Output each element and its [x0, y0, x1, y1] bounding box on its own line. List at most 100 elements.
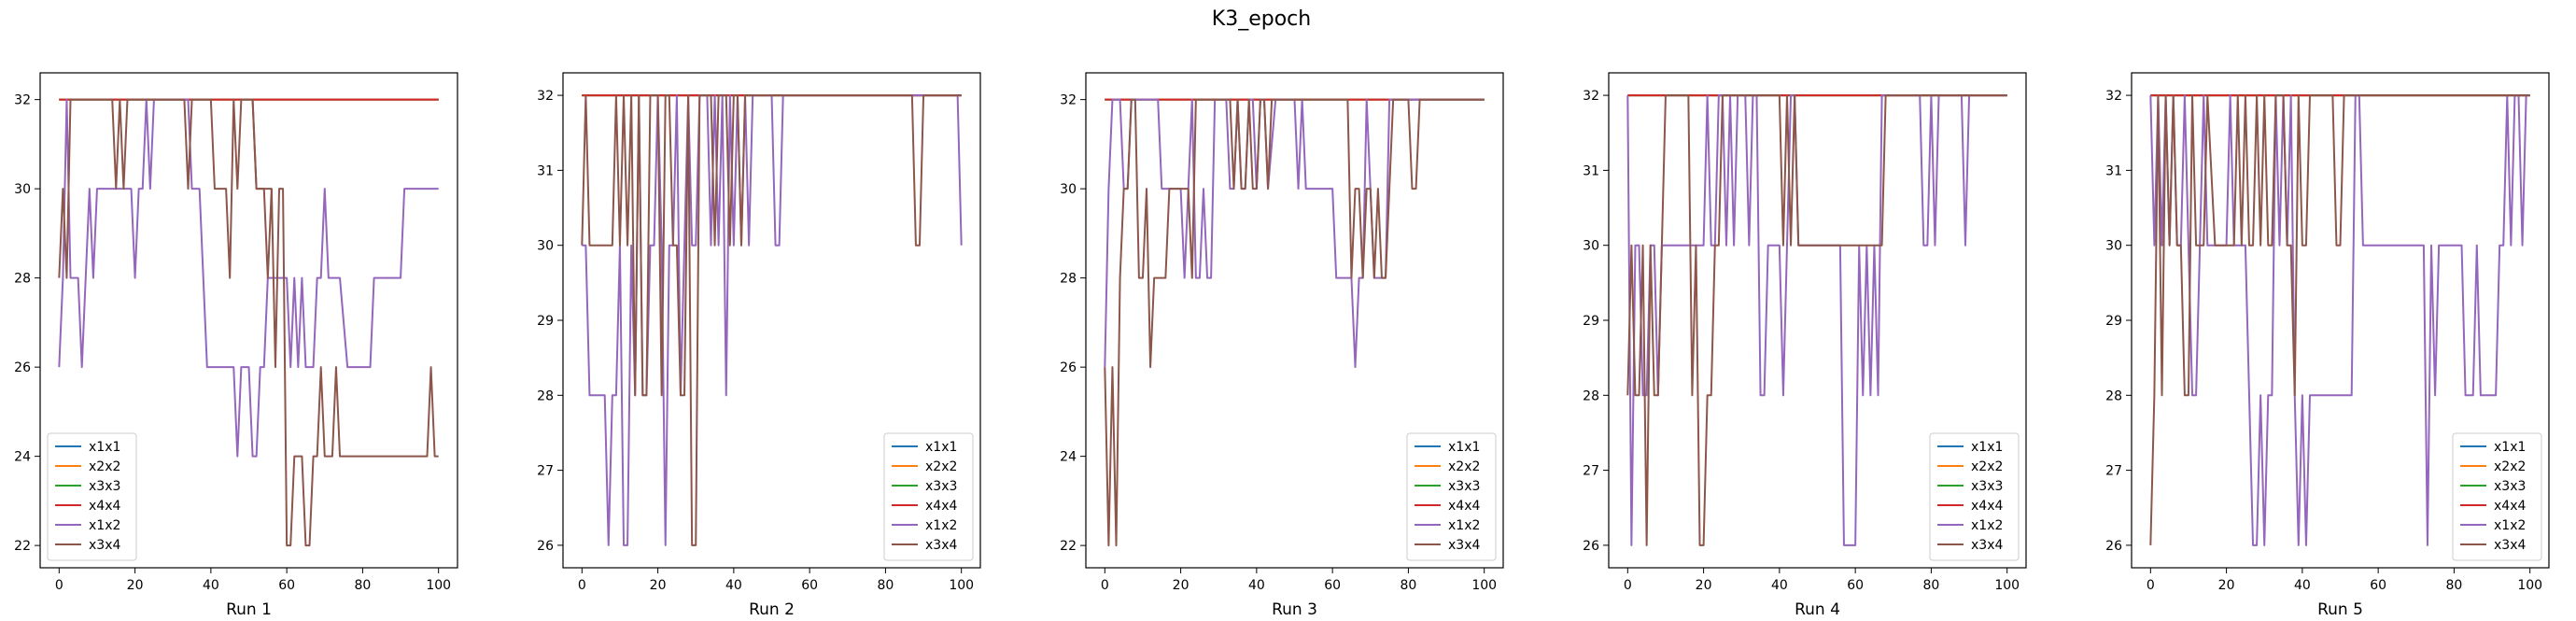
axes-frame	[39, 72, 458, 569]
legend-label: x1x2	[2494, 518, 2526, 533]
y-tick-label: 27	[2105, 464, 2122, 479]
x-axis-label: Run 3	[1272, 600, 1317, 619]
x-tick-label: 20	[650, 578, 667, 593]
y-tick-label: 30	[1060, 182, 1077, 197]
legend-label: x1x1	[925, 440, 957, 455]
y-tick-label: 31	[2105, 163, 2122, 178]
y-tick-label: 28	[14, 272, 31, 287]
x-tick-label: 0	[578, 578, 586, 593]
x-tick-label: 100	[1471, 578, 1497, 593]
legend-label: x1x1	[1971, 440, 2003, 455]
y-tick-label: 29	[537, 314, 554, 329]
x-tick-label: 80	[1922, 578, 1939, 593]
x-tick-label: 0	[2147, 578, 2155, 593]
x-tick-label: 0	[55, 578, 63, 593]
subplot-run-3: 0 20 40 60 80 100 22 24 26 28 30 32 Run 3 x1x1 x2x2 x3x…	[1060, 72, 1504, 619]
x-tick-label: 40	[2294, 578, 2311, 593]
x-tick-label: 60	[1324, 578, 1341, 593]
legend: x1x1 x2x2 x3x3 x4x4 x1x2 x3x4	[883, 432, 974, 561]
legend-label: x3x3	[925, 479, 957, 494]
x-tick-label: 80	[354, 578, 371, 593]
x-tick-label: 60	[2370, 578, 2386, 593]
series-lines	[1104, 98, 1485, 547]
series-lines	[58, 98, 439, 547]
y-tick-label: 22	[14, 539, 31, 554]
y-tick-label: 32	[1060, 93, 1077, 108]
legend-label: x1x2	[1448, 518, 1480, 533]
y-tick-label: 31	[1583, 163, 1599, 178]
legend-label: x1x2	[89, 518, 120, 533]
y-tick-label: 22	[1060, 539, 1077, 554]
legend-label: x2x2	[1448, 459, 1480, 474]
legend-label: x3x4	[925, 538, 957, 553]
legend-label: x2x2	[1971, 459, 2003, 474]
legend-label: x3x4	[1448, 538, 1480, 553]
legend-label: x4x4	[1971, 499, 2003, 514]
y-tick-label: 28	[2105, 388, 2122, 403]
legend-label: x3x4	[2494, 538, 2526, 553]
series-line-x3x4	[2149, 94, 2530, 545]
series-lines	[1626, 94, 2007, 546]
legend-label: x2x2	[925, 459, 957, 474]
legend-label: x1x1	[89, 440, 120, 455]
figure-title: K3_epoch	[1212, 7, 1311, 31]
y-tick-label: 29	[1583, 314, 1599, 329]
series-line-x3x4-overlay	[251, 99, 273, 279]
axes-frame	[1085, 72, 1504, 569]
series-line-x3x4	[581, 94, 962, 546]
legend-label: x3x4	[89, 538, 120, 553]
x-tick-label: 40	[725, 578, 742, 593]
legend-label: x2x2	[89, 459, 120, 474]
series-lines	[2149, 94, 2530, 546]
legend-label: x1x1	[1448, 440, 1480, 455]
y-tick-label: 24	[1060, 450, 1077, 465]
legend-label: x4x4	[925, 499, 957, 514]
x-tick-label: 20	[1173, 578, 1189, 593]
y-tick-label: 30	[2105, 239, 2122, 254]
y-tick-label: 28	[1060, 272, 1077, 287]
x-tick-label: 20	[2218, 578, 2235, 593]
series-line-x3x4	[1626, 94, 2007, 546]
y-tick-label: 28	[1583, 388, 1599, 403]
x-tick-label: 100	[949, 578, 974, 593]
y-tick-label: 27	[537, 464, 554, 479]
y-tick-label: 30	[537, 239, 554, 254]
y-tick-label: 26	[2105, 539, 2122, 554]
legend-label: x3x3	[2494, 479, 2526, 494]
x-tick-label: 80	[877, 578, 894, 593]
y-tick-label: 26	[1060, 360, 1077, 375]
legend-label: x1x1	[2494, 440, 2526, 455]
y-tick-label: 31	[537, 163, 554, 178]
legend-label: x4x4	[1448, 499, 1480, 514]
x-axis-label: Run 2	[749, 600, 795, 619]
legend-label: x2x2	[2494, 459, 2526, 474]
legend-label: x1x2	[1971, 518, 2003, 533]
y-tick-label: 32	[537, 89, 554, 104]
y-tick-label: 32	[2105, 89, 2122, 104]
subplot-run-1: 0 20 40 60 80 100 22 24 26 28 30 32 Run 1 x1x1 x2x2 x3x…	[14, 72, 458, 619]
y-tick-label: 27	[1583, 464, 1599, 479]
x-tick-label: 80	[2445, 578, 2462, 593]
legend-label: x3x3	[89, 479, 120, 494]
y-tick-label: 30	[14, 182, 31, 197]
y-tick-label: 26	[14, 360, 31, 375]
x-tick-label: 40	[1771, 578, 1788, 593]
legend: x1x1 x2x2 x3x3 x4x4 x1x2 x3x4	[2452, 432, 2542, 561]
x-tick-label: 100	[1994, 578, 2020, 593]
y-tick-label: 32	[14, 93, 31, 108]
x-tick-label: 60	[1847, 578, 1864, 593]
series-line-x1x2	[2149, 94, 2530, 546]
legend-label: x4x4	[2494, 499, 2526, 514]
y-tick-label: 32	[1583, 89, 1599, 104]
y-tick-label: 26	[537, 539, 554, 554]
y-tick-label: 28	[537, 388, 554, 403]
legend-label: x1x2	[925, 518, 957, 533]
legend: x1x1 x2x2 x3x3 x4x4 x1x2 x3x4	[47, 432, 137, 561]
legend-label: x3x4	[1971, 538, 2003, 553]
x-tick-label: 20	[127, 578, 144, 593]
x-tick-label: 0	[1101, 578, 1109, 593]
